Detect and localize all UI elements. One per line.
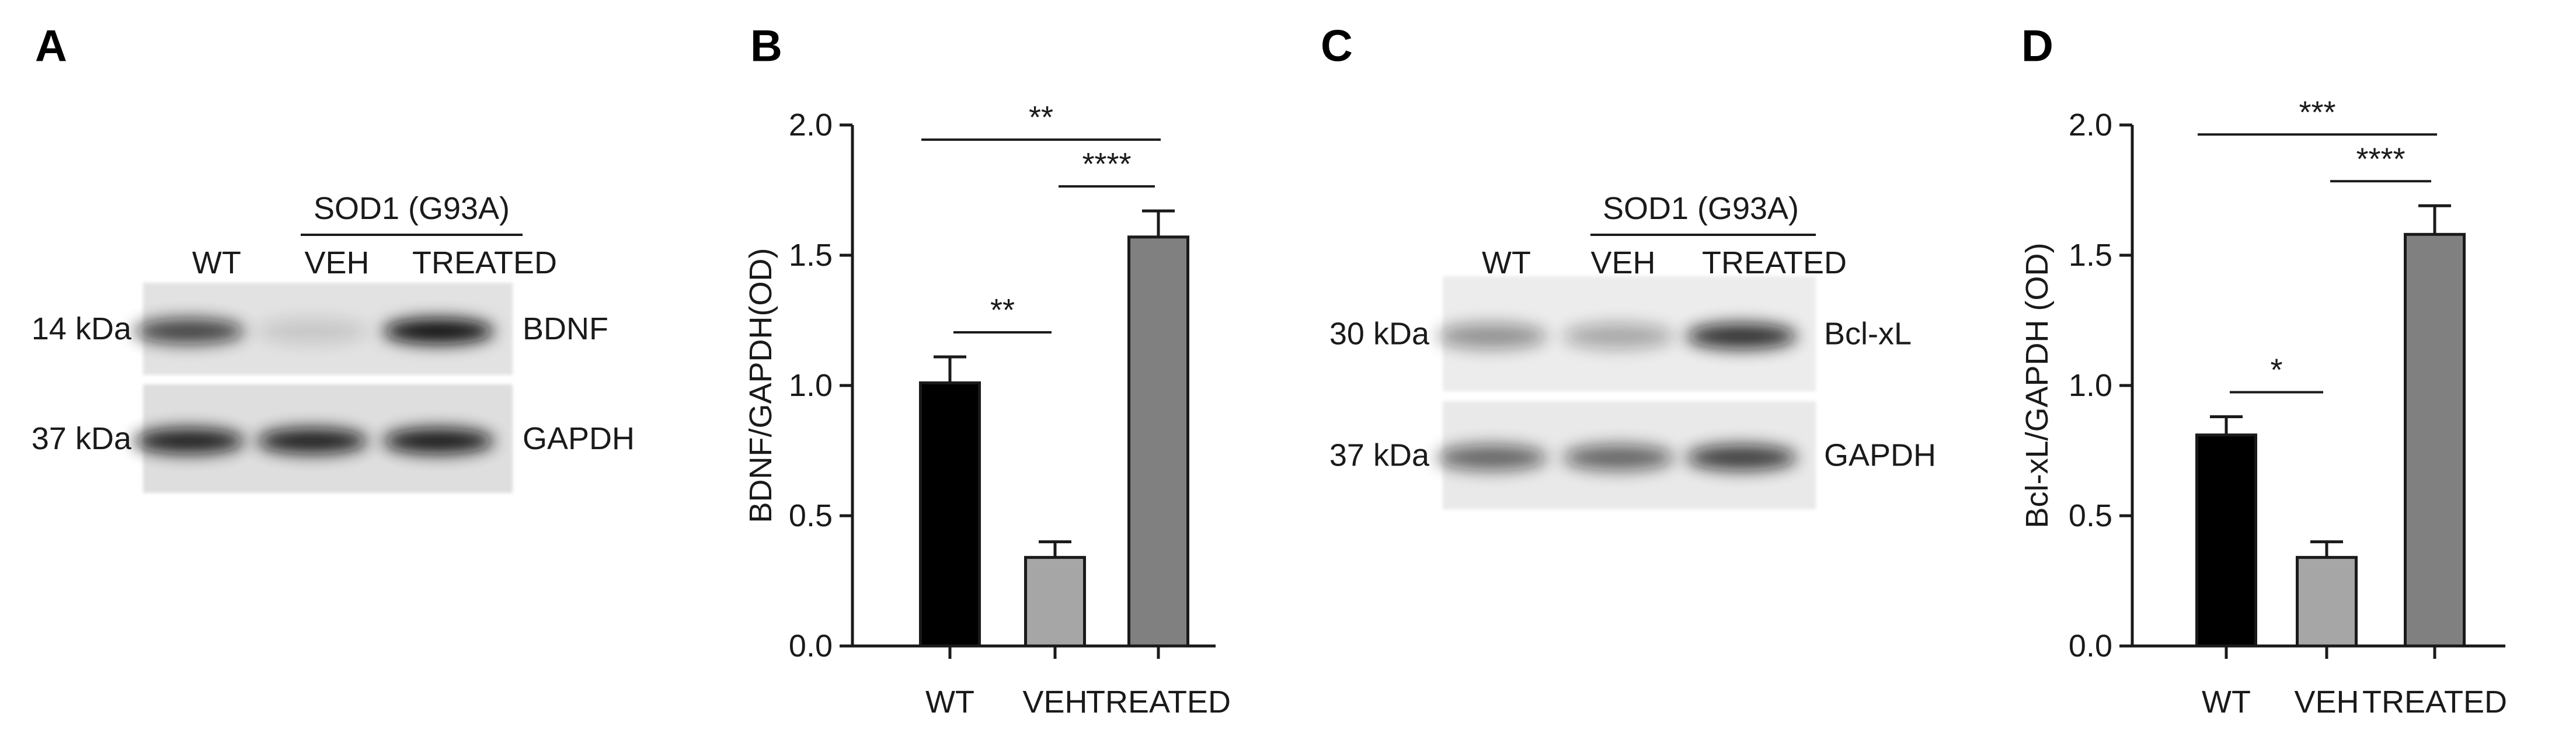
band (134, 318, 245, 344)
y-tick-label: 0.5 (789, 498, 833, 533)
y-axis-label: Bcl-xL/GAPDH (OD) (2020, 242, 2055, 528)
panel-label: B (750, 22, 782, 71)
band (1563, 323, 1674, 349)
bar (1127, 235, 1189, 648)
x-tick-label: WT (2202, 685, 2251, 720)
significance-label: ** (990, 293, 1015, 328)
y-tick-label: 2.0 (2069, 107, 2112, 143)
band (383, 428, 494, 454)
y-tick-label: 0.0 (2069, 628, 2112, 663)
y-tick-label: 1.5 (789, 238, 833, 273)
band (1436, 323, 1547, 349)
bar (2195, 433, 2257, 648)
bar (2404, 232, 2466, 648)
size-label: 37 kDa (32, 421, 132, 456)
protein-label: GAPDH (1824, 438, 1936, 473)
group-label: SOD1 (G93A) (1603, 191, 1799, 226)
band (134, 428, 245, 454)
lane-label: TREATED (1702, 245, 1847, 280)
bar (2296, 555, 2358, 648)
group-label: SOD1 (G93A) (314, 191, 510, 226)
size-label: 14 kDa (32, 311, 132, 346)
size-label: 30 kDa (1329, 317, 1430, 352)
significance-label: ** (1029, 100, 1053, 135)
band (257, 318, 368, 344)
lane-label: WT (192, 245, 241, 280)
panel-label: D (2021, 22, 2053, 71)
band (383, 318, 494, 344)
lane-label: WT (1482, 245, 1531, 280)
band (1563, 444, 1674, 471)
lane-label: VEH (1590, 245, 1655, 280)
x-tick-label: TREATED (1086, 685, 1231, 720)
y-tick-label: 0.5 (2069, 498, 2112, 533)
significance-label: **** (1082, 147, 1131, 182)
band (1686, 444, 1797, 471)
significance-label: * (2270, 353, 2282, 388)
panel-label: C (1321, 22, 1353, 71)
protein-label: Bcl-xL (1824, 317, 1912, 352)
lane-label: TREATED (412, 245, 557, 280)
band (1686, 323, 1797, 349)
significance-label: **** (2356, 141, 2405, 176)
y-tick-label: 2.0 (789, 107, 833, 143)
lane-label: VEH (304, 245, 369, 280)
y-tick-label: 1.0 (789, 368, 833, 403)
bar (1024, 555, 1086, 648)
protein-label: BDNF (523, 311, 608, 346)
bar (919, 381, 981, 648)
band (257, 428, 368, 454)
y-tick-label: 1.0 (2069, 368, 2112, 403)
protein-label: GAPDH (523, 421, 635, 456)
x-tick-label: WT (925, 685, 974, 720)
size-label: 37 kDa (1329, 438, 1430, 473)
panel-label: A (35, 22, 67, 71)
y-axis-label: BDNF/GAPDH(OD) (743, 248, 778, 523)
x-tick-label: TREATED (2362, 685, 2507, 720)
band (1436, 444, 1547, 471)
y-tick-label: 1.5 (2069, 238, 2112, 273)
y-tick-label: 0.0 (789, 628, 833, 663)
x-tick-label: VEH (2294, 685, 2359, 720)
x-tick-label: VEH (1022, 685, 1087, 720)
significance-label: *** (2299, 95, 2335, 130)
